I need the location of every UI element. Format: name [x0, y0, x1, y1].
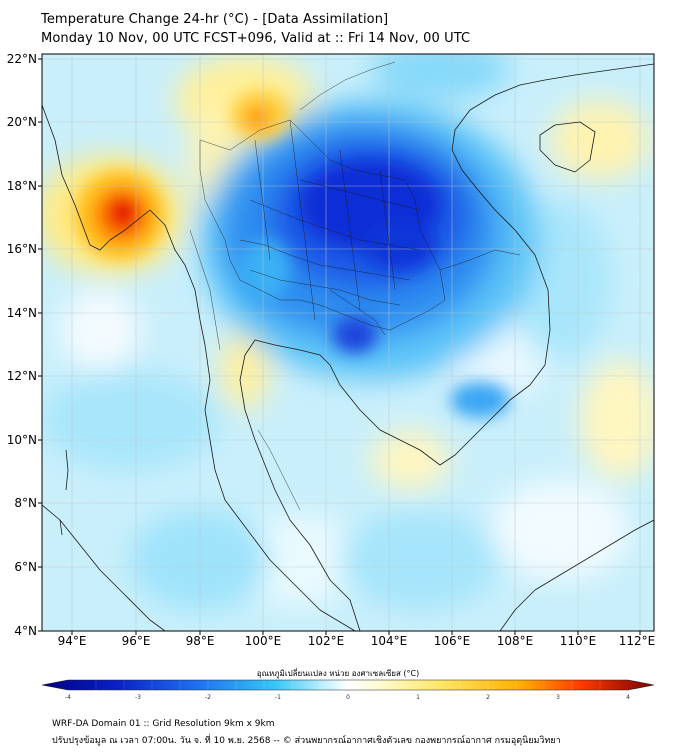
footer-model-info: WRF-DA Domain 01 :: Grid Resolution 9km …	[52, 719, 275, 729]
lat-tick-label: 16°N	[7, 242, 37, 256]
axis-ticks	[38, 58, 641, 635]
lon-tick-label: 100°E	[245, 634, 282, 648]
province-borders	[189, 61, 521, 511]
lat-tick-label: 14°N	[7, 306, 37, 320]
colorbar-tick-label: -3	[135, 694, 141, 701]
map-subtitle: Monday 10 Nov, 00 UTC FCST+096, Valid at…	[41, 31, 471, 46]
lat-tick-label: 20°N	[7, 115, 37, 129]
colorbar-tick-label: -4	[65, 694, 71, 701]
lon-tick-label: 110°E	[560, 634, 597, 648]
colorbar-tick-label: -1	[275, 694, 281, 701]
lon-tick-label: 108°E	[497, 634, 534, 648]
plot-frame	[41, 53, 655, 632]
map-title: Temperature Change 24-hr (°C) - [Data As…	[41, 12, 389, 27]
colorbar-tick-label: 4	[626, 694, 630, 701]
lat-tick-label: 22°N	[7, 52, 37, 66]
colorbar-tick-label: -2	[205, 694, 211, 701]
colorbar-tick-label: 3	[556, 694, 560, 701]
lon-tick-label: 102°E	[308, 634, 345, 648]
lat-tick-label: 6°N	[14, 560, 37, 574]
lon-tick-label: 112°E	[619, 634, 656, 648]
lon-tick-label: 106°E	[434, 634, 471, 648]
lat-tick-label: 10°N	[7, 433, 37, 447]
coastlines	[42, 63, 654, 631]
lon-tick-label: 96°E	[122, 634, 151, 648]
temperature-field	[42, 54, 654, 631]
lon-tick-label: 104°E	[371, 634, 408, 648]
lat-tick-label: 8°N	[14, 496, 37, 510]
lat-tick-label: 18°N	[7, 179, 37, 193]
colorbar: -4 -3 -2 -1 0 1 2 3 4	[41, 679, 655, 701]
colorbar-tick-label: 0	[346, 694, 350, 701]
lat-tick-label: 4°N	[14, 624, 37, 638]
lon-tick-label: 94°E	[58, 634, 87, 648]
lon-tick-label: 98°E	[186, 634, 215, 648]
colorbar-tick-label: 2	[486, 694, 490, 701]
footer-update-info: ปรับปรุงข้อมูล ณ เวลา 07:00น. วัน จ. ที่…	[52, 736, 561, 746]
colorbar-label: อุณหภูมิเปลี่ยนแปลง หน่วย องศาเซลเซียส (…	[256, 669, 420, 678]
colorbar-tick-label: 1	[416, 694, 420, 701]
lat-tick-label: 12°N	[7, 369, 37, 383]
